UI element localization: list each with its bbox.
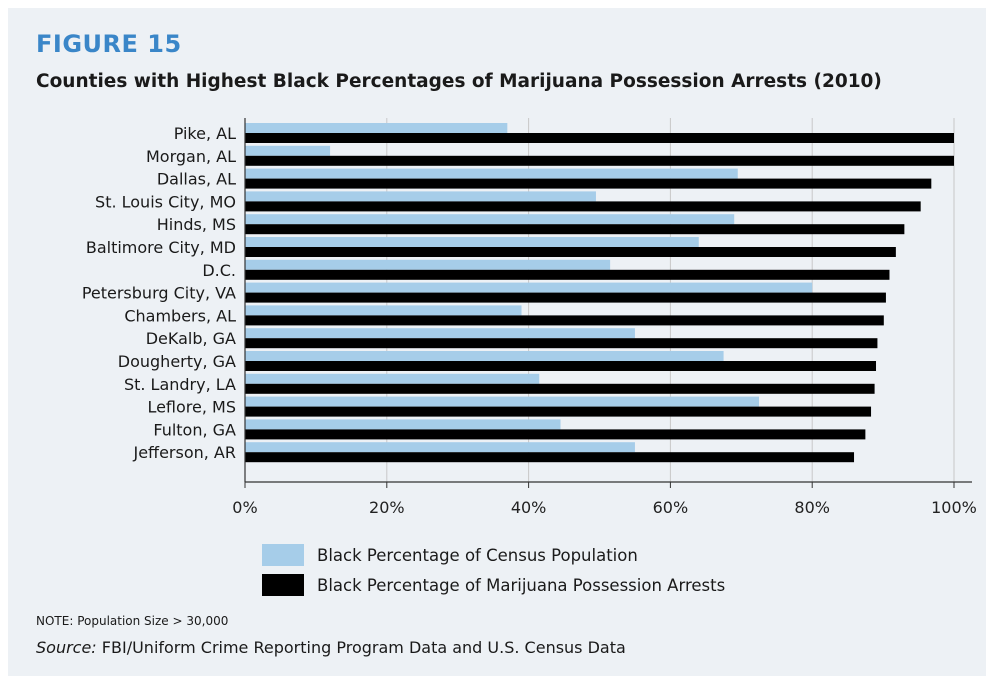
bar-arrests-1 xyxy=(245,155,954,166)
x-tick-label-5: 100% xyxy=(931,498,977,517)
bar-census-7 xyxy=(245,282,813,293)
bar-census-1 xyxy=(245,145,331,156)
bar-census-10 xyxy=(245,351,724,361)
bar-arrests-8 xyxy=(245,315,884,326)
bar-arrests-2 xyxy=(245,178,932,189)
category-label-14: Jefferson, AR xyxy=(132,443,236,462)
axes xyxy=(244,118,972,488)
bar-census-9 xyxy=(245,328,635,339)
category-label-11: St. Landry, LA xyxy=(124,375,236,394)
category-label-9: DeKalb, GA xyxy=(146,329,236,348)
x-tick-label-1: 20% xyxy=(369,498,405,517)
legend-label-arrests: Black Percentage of Marijuana Possession… xyxy=(317,575,726,595)
legend-item-census: Black Percentage of Census Population xyxy=(262,543,638,567)
category-labels: Pike, AL Morgan, AL Dallas, AL St. Louis Ci… xyxy=(82,124,236,462)
bar-census-4 xyxy=(245,214,735,225)
bar-arrests-6 xyxy=(245,269,890,280)
x-tick-label-3: 60% xyxy=(653,498,689,517)
category-label-10: Dougherty, GA xyxy=(118,352,236,371)
note-text: NOTE: Population Size > 30,000 xyxy=(36,614,229,628)
category-label-5: Baltimore City, MD xyxy=(86,238,236,257)
bar-chart: Pike, AL Morgan, AL Dallas, AL St. Louis Ci… xyxy=(82,118,977,517)
legend-swatch-arrests xyxy=(262,574,304,596)
x-tick-label-0: 0% xyxy=(232,498,257,517)
bar-census-3 xyxy=(245,191,596,202)
category-label-4: Hinds, MS xyxy=(157,215,236,234)
bar-arrests-5 xyxy=(245,247,896,257)
tick-labels: 0% 20% 40% 60% 80% 100% xyxy=(232,498,977,517)
x-tick-label-2: 40% xyxy=(511,498,547,517)
category-label-6: D.C. xyxy=(202,261,236,280)
bar-census-0 xyxy=(245,123,508,133)
source-label: Source: xyxy=(36,638,97,657)
bar-arrests-4 xyxy=(245,224,905,235)
chart-title: Counties with Highest Black Percentages … xyxy=(36,71,882,92)
bar-census-11 xyxy=(245,373,540,384)
bar-arrests-14 xyxy=(245,452,855,463)
bar-census-6 xyxy=(245,259,611,270)
bar-census-13 xyxy=(245,419,561,430)
category-label-1: Morgan, AL xyxy=(146,147,236,166)
bar-census-12 xyxy=(245,396,760,407)
bar-arrests-9 xyxy=(245,338,878,349)
bar-census-14 xyxy=(245,442,635,453)
bar-arrests-11 xyxy=(245,383,875,394)
bar-census-8 xyxy=(245,305,522,316)
bar-arrests-0 xyxy=(245,133,954,143)
category-label-13: Fulton, GA xyxy=(153,420,236,439)
category-label-0: Pike, AL xyxy=(174,124,236,143)
category-label-2: Dallas, AL xyxy=(157,170,236,189)
bar-arrests-3 xyxy=(245,201,921,212)
bars xyxy=(245,123,954,463)
legend-item-arrests: Black Percentage of Marijuana Possession… xyxy=(262,573,725,597)
bar-arrests-10 xyxy=(245,361,877,371)
bar-arrests-13 xyxy=(245,429,866,440)
source-line: Source: FBI/Uniform Crime Reporting Prog… xyxy=(36,638,626,657)
category-label-12: Leflore, MS xyxy=(147,398,236,417)
source-text: FBI/Uniform Crime Reporting Program Data… xyxy=(101,638,626,657)
category-label-3: St. Louis City, MO xyxy=(95,192,236,211)
bar-arrests-12 xyxy=(245,406,872,417)
bar-census-2 xyxy=(245,168,738,179)
category-label-7: Petersburg City, VA xyxy=(82,284,236,303)
legend-swatch-census xyxy=(262,544,304,566)
category-label-8: Chambers, AL xyxy=(124,306,236,325)
bar-arrests-7 xyxy=(245,292,886,303)
bar-census-5 xyxy=(245,237,699,247)
x-tick-label-4: 80% xyxy=(794,498,830,517)
figure-label: FIGURE 15 xyxy=(36,30,182,58)
legend-label-census: Black Percentage of Census Population xyxy=(317,545,638,565)
